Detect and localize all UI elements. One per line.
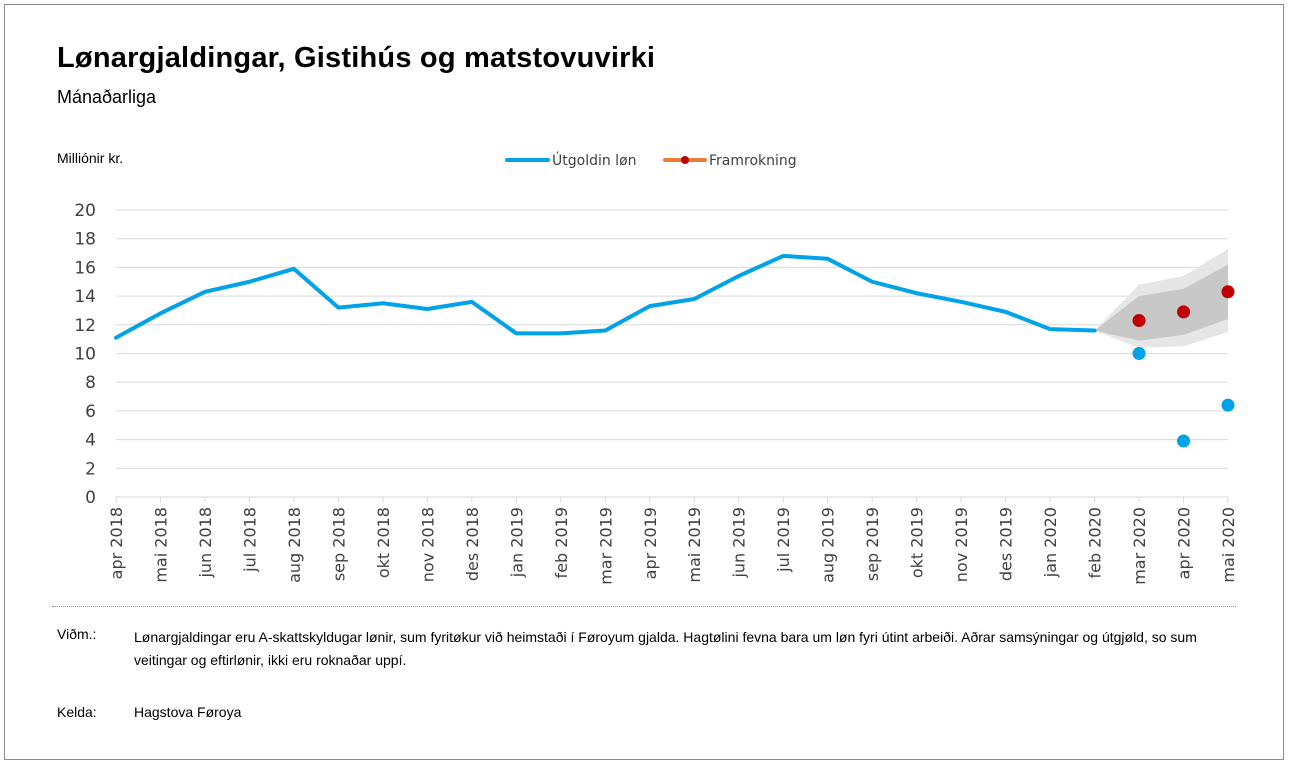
x-axis [115,496,1229,503]
x-tick-label: jan 2019 [507,507,526,578]
x-axis-ticks: apr 2018 mai 2018 jun 2018 jul 2018 aug 2018… [107,507,1238,585]
forecast-point-apr-2020 [1177,305,1191,319]
x-tick-label: jul 2019 [774,507,793,573]
actual-point-apr-2020 [1177,434,1191,448]
actual-point-mar-2020 [1132,347,1146,360]
forecast-point-mai-2020 [1221,285,1235,299]
legend-forecast-marker [681,156,689,164]
x-tick-label: aug 2019 [819,507,838,583]
x-tick-label: des 2019 [997,507,1016,581]
x-tick-label: nov 2019 [952,507,971,582]
source-label: Kelda: [57,704,97,720]
y-axis-ticks: 0 2 4 6 8 10 12 14 16 18 20 [74,201,96,508]
x-tick-label: mar 2019 [596,507,615,585]
y-tick-label: 14 [74,287,96,307]
forecast-band [1094,248,1228,348]
note-label: Viðm.: [57,626,97,642]
x-tick-label: jul 2018 [240,507,259,573]
x-tick-label: sep 2019 [863,507,882,581]
line-chart: Útgoldin løn Framrokning 0 2 4 6 8 10 12 14 16 18… [74,151,1238,585]
legend-forecast-label: Framrokning [709,153,797,169]
y-tick-label: 20 [74,201,96,221]
x-tick-label: sep 2018 [329,507,348,581]
x-tick-label: feb 2019 [552,507,571,578]
footer-separator [52,606,1236,607]
x-tick-label: mai 2019 [685,507,704,583]
x-tick-label: mar 2020 [1130,507,1149,585]
x-tick-label: okt 2019 [908,507,927,578]
series-layer [114,253,1235,448]
x-tick-label: apr 2020 [1175,507,1194,579]
actual-point-mai-2020 [1221,398,1235,412]
legend-actual-label: Útgoldin løn [552,151,637,169]
y-tick-label: 12 [74,316,96,336]
x-tick-label: aug 2018 [285,507,304,583]
x-tick-label: mai 2020 [1219,507,1238,583]
legend: Útgoldin løn Framrokning [505,151,797,169]
x-tick-label: mai 2018 [151,507,170,583]
x-tick-label: nov 2018 [418,507,437,582]
chart-title: Lønargjaldingar, Gistihús og matstovuvir… [57,42,656,74]
series-line-actual [114,253,1097,340]
y-tick-label: 8 [85,373,96,393]
x-tick-label: apr 2018 [107,507,126,579]
x-tick-label: feb 2020 [1086,507,1105,578]
forecast-band-inner [1094,264,1228,341]
y-axis-unit-label: Milliónir kr. [57,150,124,166]
y-tick-label: 2 [85,459,96,479]
gridlines [116,209,1228,469]
note-text: Lønargjaldingar eru A-skattskyldugar løn… [134,629,1197,668]
chart-subtitle: Mánaðarliga [57,87,157,107]
x-tick-label: des 2018 [463,507,482,581]
x-tick-label: jan 2020 [1041,507,1060,578]
x-tick-label: apr 2019 [641,507,660,579]
y-tick-label: 10 [74,345,96,365]
y-tick-label: 16 [74,258,96,278]
x-tick-label: okt 2018 [374,507,393,578]
source-text: Hagstova Føroya [134,704,242,720]
y-tick-label: 4 [85,431,96,451]
y-tick-label: 0 [85,488,96,508]
x-tick-label: jun 2019 [730,507,749,579]
forecast-point-mar-2020 [1132,313,1146,327]
y-tick-label: 18 [74,230,96,250]
y-tick-label: 6 [85,402,96,422]
x-tick-label: jun 2018 [196,507,215,579]
